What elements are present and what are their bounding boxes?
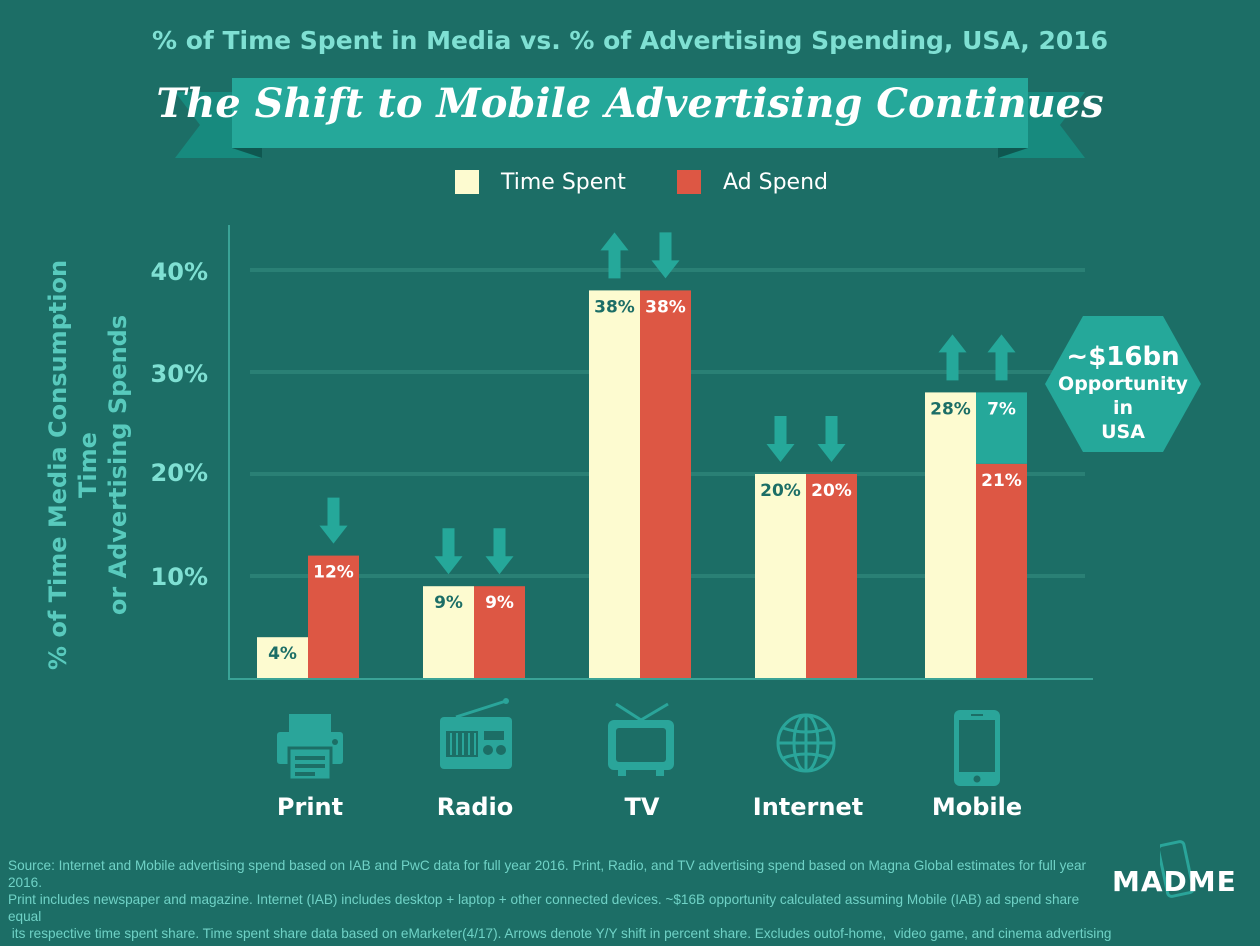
- bar-label-time-spent: 9%: [434, 593, 463, 613]
- tv-icon: [608, 702, 674, 776]
- legend-swatch-time-spent: [455, 170, 479, 194]
- opportunity-callout: ~$16bn Opportunity in USA: [1046, 342, 1200, 444]
- bar-label-time-spent: 4%: [268, 644, 297, 664]
- source-footnote: Source: Internet and Mobile advertising …: [8, 857, 1112, 942]
- radio-icon: [440, 698, 512, 769]
- chart-subtitle: % of Time Spent in Media vs. % of Advert…: [151, 26, 1109, 55]
- y-tick-label: 40%: [150, 258, 208, 286]
- bar-label-opportunity: 7%: [987, 399, 1016, 419]
- source-line-3: its respective time spent share. Time sp…: [8, 926, 1112, 941]
- legend-label-ad-spend: Ad Spend: [723, 169, 828, 195]
- callout-line-2: USA: [1101, 421, 1145, 443]
- arrow-up-icon: [600, 232, 629, 279]
- category-label-internet: Internet: [752, 793, 864, 821]
- bar-time-spent: [925, 392, 976, 678]
- arrow-up-icon: [987, 334, 1016, 381]
- bar-ad-spend: [308, 555, 359, 678]
- y-tick-label: 30%: [150, 360, 208, 388]
- globe-icon: [776, 713, 836, 773]
- bar-opportunity-segment: [976, 392, 1027, 464]
- y-tick-label: 10%: [150, 563, 208, 591]
- bar-time-spent: [423, 586, 474, 678]
- legend-item-ad-spend: Ad Spend: [677, 168, 828, 196]
- legend-label-time-spent: Time Spent: [501, 169, 626, 195]
- category-label-print: Print: [276, 793, 344, 821]
- arrow-down-icon: [434, 528, 463, 575]
- bar-label-ad-spend: 21%: [981, 471, 1022, 491]
- arrow-down-icon: [766, 416, 795, 462]
- mobile-phone-icon: [954, 710, 1000, 786]
- bar-time-spent: [755, 474, 806, 678]
- legend-swatch-ad-spend: [677, 170, 701, 194]
- bar-label-ad-spend: 9%: [485, 593, 514, 613]
- arrow-down-icon: [485, 528, 514, 575]
- company-logo: MADME: [1112, 865, 1237, 898]
- bar-label-time-spent: 20%: [760, 481, 801, 501]
- source-line-2: Print includes newspaper and magazine. I…: [8, 892, 1080, 924]
- bar-time-spent: [589, 290, 640, 678]
- bar-label-ad-spend: 38%: [645, 297, 686, 317]
- bar-label-time-spent: 28%: [930, 399, 971, 419]
- bar-ad-spend: [640, 290, 691, 678]
- bar-time-spent: [257, 637, 308, 678]
- callout-line-1: Opportunity in: [1058, 373, 1188, 419]
- printer-icon: [277, 714, 343, 782]
- category-label-mobile: Mobile: [931, 793, 1023, 821]
- arrow-down-icon: [651, 232, 680, 279]
- bar-label-ad-spend: 12%: [313, 563, 354, 583]
- category-label-radio: Radio: [436, 793, 514, 821]
- opportunity-callout-hexagon: [1045, 316, 1201, 452]
- arrow-down-icon: [319, 497, 348, 544]
- title-ribbon: [175, 78, 1085, 158]
- arrow-up-icon: [938, 334, 967, 381]
- arrow-down-icon: [817, 416, 846, 462]
- bar-ad-spend: [976, 463, 1027, 678]
- bar-label-time-spent: 38%: [594, 297, 635, 317]
- logo-phone-mark: [1160, 840, 1194, 898]
- legend-item-time-spent: Time Spent: [455, 168, 626, 196]
- y-tick-label: 20%: [150, 459, 208, 487]
- bar-ad-spend: [474, 586, 525, 678]
- source-line-1: Source: Internet and Mobile advertising …: [8, 858, 1087, 890]
- bar-label-ad-spend: 20%: [811, 481, 852, 501]
- category-label-tv: TV: [624, 793, 660, 821]
- callout-amount: ~$16bn: [1066, 342, 1180, 372]
- chart-title: The Shift to Mobile Advertising Continue…: [156, 80, 1104, 127]
- bar-ad-spend: [806, 474, 857, 678]
